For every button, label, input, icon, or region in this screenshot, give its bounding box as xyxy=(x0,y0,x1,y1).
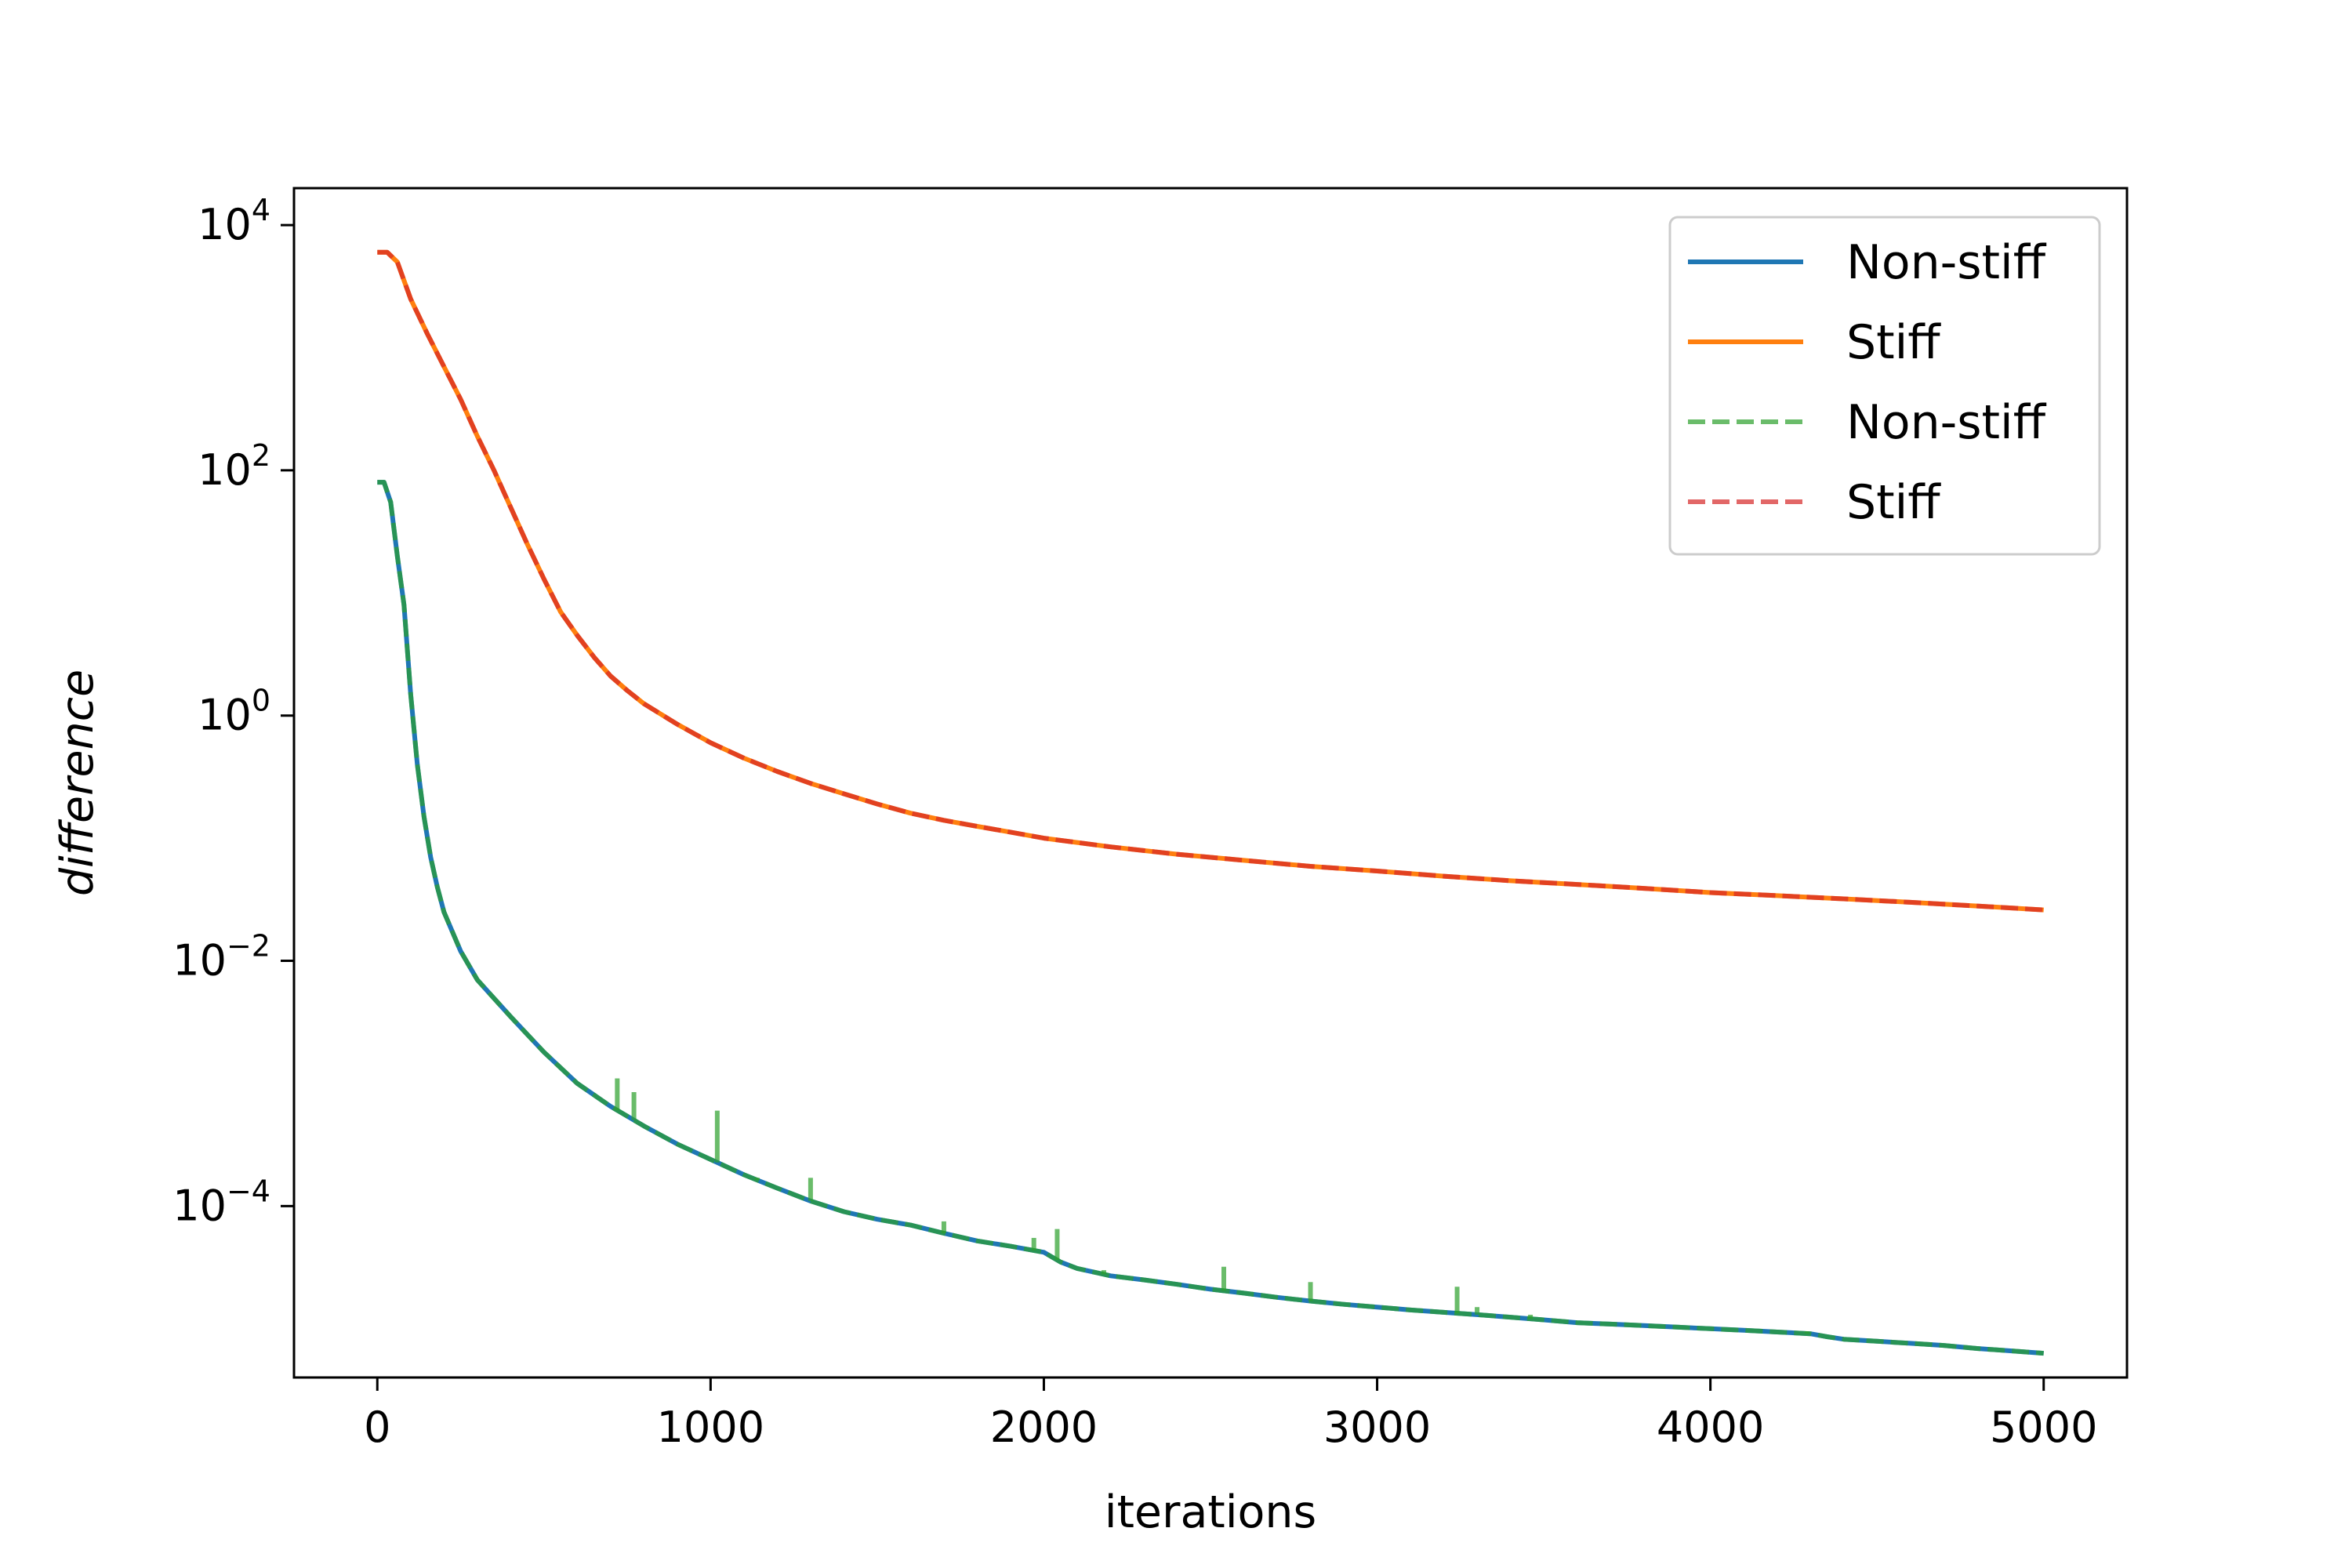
x-tick-label: 5000 xyxy=(1990,1403,2097,1452)
y-axis-label: difference xyxy=(52,670,103,896)
x-tick-label: 3000 xyxy=(1323,1403,1431,1452)
ticks-layer: 0 1000 2000 3000 4000 5000 10−4 10−2 100 102 104 xyxy=(172,193,2097,1452)
y-tick-label: 102 xyxy=(198,438,270,495)
y-tick-label: 104 xyxy=(198,193,270,249)
series-line-3 xyxy=(377,480,2044,1356)
series-line-1 xyxy=(377,480,2044,1356)
legend-label: Stiff xyxy=(1846,475,1941,530)
y-tick-label: 10−2 xyxy=(172,929,270,985)
series-layer xyxy=(377,249,2044,1356)
legend-box xyxy=(1668,216,2101,556)
legend-label: Non-stiff xyxy=(1846,395,2047,450)
legend: Non-stiff Stiff Non-stiff Stiff xyxy=(1668,216,2101,556)
series-line-4 xyxy=(377,249,2044,913)
legend-label: Stiff xyxy=(1846,315,1941,370)
x-tick-label: 4000 xyxy=(1657,1403,1764,1452)
plot-frame xyxy=(292,187,2129,1379)
x-axis-label: iterations xyxy=(1105,1486,1317,1538)
x-tick-label: 2000 xyxy=(990,1403,1098,1452)
y-tick-label: 10−4 xyxy=(172,1174,270,1230)
x-tick-label: 1000 xyxy=(657,1403,764,1452)
x-tick-label: 0 xyxy=(364,1403,390,1452)
y-tick-label: 100 xyxy=(198,684,270,740)
legend-label: Non-stiff xyxy=(1846,235,2047,290)
